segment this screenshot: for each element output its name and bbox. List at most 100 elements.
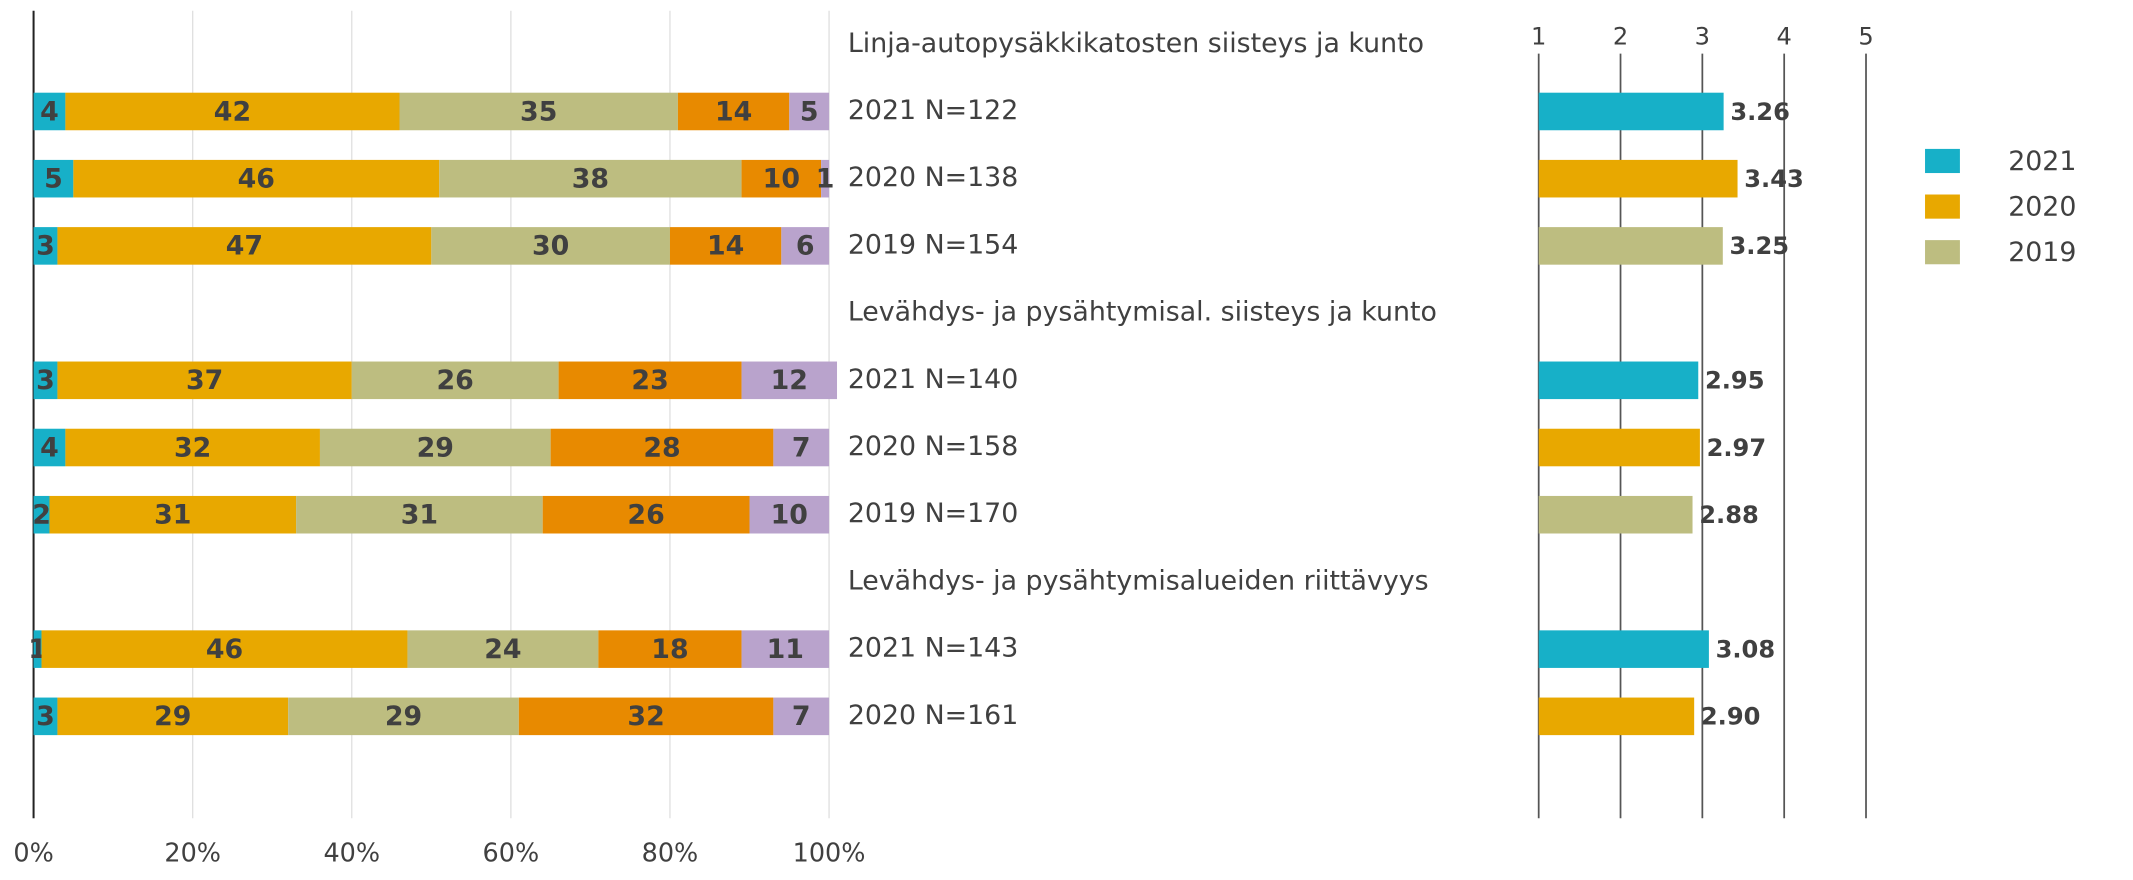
- bar-segment: [773, 697, 830, 736]
- segment-label: 10: [771, 500, 808, 531]
- x-tick-label: 40%: [323, 839, 380, 869]
- category-label: 2020 N=138: [848, 162, 1018, 193]
- value-label: 2.95: [1705, 367, 1765, 395]
- bar-segment: [558, 361, 742, 400]
- category-label: 2021 N=143: [848, 633, 1018, 664]
- category-label: 2020 N=158: [848, 431, 1018, 462]
- segment-label: 11: [767, 634, 804, 665]
- segment-label: 29: [385, 701, 422, 732]
- segment-label: 14: [715, 96, 752, 127]
- bar-segment: [33, 361, 58, 400]
- segment-label: 26: [437, 365, 474, 396]
- x-tick-label: 20%: [164, 839, 221, 869]
- segment-label: 26: [627, 500, 664, 531]
- legend-label: 2020: [2008, 191, 2076, 222]
- bar-segment: [65, 428, 320, 467]
- segment-label: 46: [238, 164, 275, 195]
- segment-label: 5: [800, 96, 819, 127]
- bar-segment: [49, 495, 297, 534]
- segment-label: 31: [154, 500, 191, 531]
- segment-label: 32: [174, 432, 211, 463]
- x-tick-label: 2: [1613, 23, 1628, 51]
- bar-segment: [57, 227, 432, 265]
- category-label: Levähdys- ja pysähtymisal. siisteys ja k…: [848, 297, 1437, 328]
- bar-segment: [669, 227, 782, 265]
- category-label: 2021 N=140: [848, 364, 1018, 395]
- segment-label: 2: [32, 500, 51, 531]
- segment-label: 6: [796, 231, 815, 262]
- segment-label: 35: [520, 96, 557, 127]
- x-tick-label: 1: [1531, 23, 1546, 51]
- bar-segment: [351, 361, 559, 400]
- value-label: 3.26: [1730, 98, 1790, 126]
- segment-label: 29: [154, 701, 191, 732]
- bar-segment: [41, 630, 408, 668]
- bar-segment: [33, 495, 50, 534]
- segment-label: 46: [206, 634, 243, 665]
- segment-label: 14: [707, 231, 744, 262]
- bar-segment: [296, 495, 543, 534]
- bar-segment: [431, 227, 670, 265]
- bar-segment: [399, 92, 678, 131]
- bar: [1538, 630, 1709, 668]
- bar-segment: [407, 630, 599, 668]
- legend-swatch: [1925, 148, 1960, 174]
- bar: [1538, 159, 1738, 198]
- x-tick-label: 5: [1858, 23, 1873, 51]
- segment-label: 42: [214, 96, 251, 127]
- x-tick-label: 4: [1777, 23, 1792, 51]
- segment-label: 4: [40, 432, 59, 463]
- bar-segment: [33, 92, 66, 131]
- bar-segment: [749, 495, 830, 534]
- segment-label: 3: [36, 701, 55, 732]
- segment-label: 7: [792, 432, 811, 463]
- x-tick-label: 100%: [793, 839, 866, 869]
- segment-label: 23: [631, 365, 668, 396]
- x-tick-label: 3: [1695, 23, 1710, 51]
- segment-label: 1: [816, 164, 835, 195]
- legend-label: 2021: [2008, 146, 2076, 177]
- bar-segment: [33, 227, 58, 265]
- bar-segment: [677, 92, 790, 131]
- bar-segment: [821, 159, 830, 198]
- bar-segment: [773, 428, 830, 467]
- bar-segment: [741, 630, 830, 668]
- bar-segment: [542, 495, 750, 534]
- value-label: 2.90: [1701, 703, 1761, 731]
- bar-segment: [598, 630, 742, 668]
- category-label: Linja-autopysäkkikatosten siisteys ja ku…: [848, 28, 1424, 59]
- x-tick-label: 60%: [483, 839, 540, 869]
- category-label: 2019 N=154: [848, 229, 1018, 260]
- legend-swatch: [1925, 240, 1960, 265]
- value-label: 3.43: [1744, 165, 1804, 193]
- segment-label: 10: [763, 164, 800, 195]
- value-label: 2.88: [1699, 501, 1759, 529]
- bar-segment: [518, 697, 774, 736]
- x-tick-label: 0%: [13, 839, 53, 869]
- segment-label: 3: [36, 231, 55, 262]
- bar-segment: [741, 361, 838, 400]
- segment-label: 29: [417, 432, 454, 463]
- bar-segment: [57, 697, 289, 736]
- bar: [1538, 227, 1723, 265]
- bar: [1538, 495, 1693, 534]
- bar-segment: [439, 159, 742, 198]
- bar-segment: [319, 428, 551, 467]
- bar-segment: [57, 361, 352, 400]
- bar-segment: [741, 159, 822, 198]
- bar-segment: [781, 227, 830, 265]
- segment-label: 30: [532, 231, 569, 262]
- segment-label: 37: [186, 365, 223, 396]
- bar-segment: [33, 428, 66, 467]
- legend-label: 2019: [2008, 237, 2076, 268]
- bar-segment: [550, 428, 774, 467]
- segment-label: 12: [771, 365, 808, 396]
- segment-label: 38: [572, 164, 609, 195]
- legend-swatch: [1925, 194, 1960, 219]
- segment-label: 24: [484, 634, 521, 665]
- segment-label: 3: [36, 365, 55, 396]
- bar-segment: [33, 159, 74, 198]
- category-label: 2020 N=161: [848, 700, 1018, 731]
- segment-label: 4: [40, 96, 59, 127]
